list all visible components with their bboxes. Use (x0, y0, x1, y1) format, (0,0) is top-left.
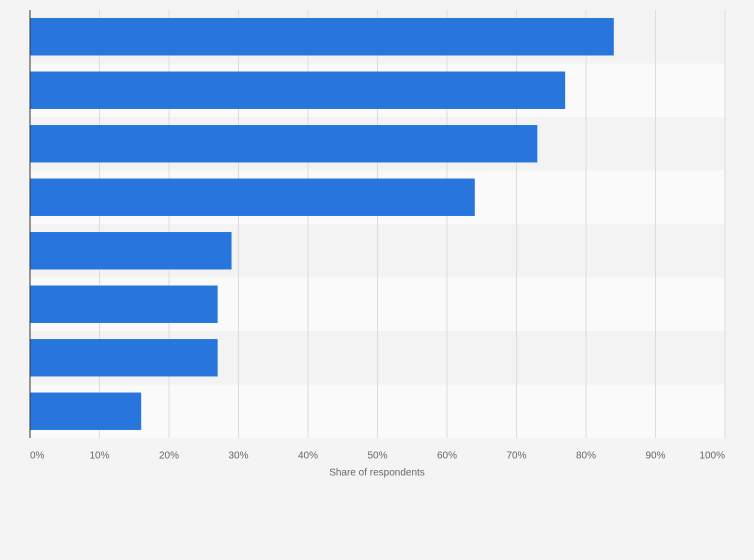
x-tick-label: 40% (298, 451, 318, 462)
bar (30, 178, 475, 216)
bar (30, 71, 566, 109)
x-tick-label: 100% (699, 451, 725, 462)
x-tick-label: 10% (89, 451, 109, 462)
bar (30, 392, 142, 430)
bar (30, 285, 218, 323)
bar (30, 125, 538, 163)
bar (30, 18, 614, 56)
x-axis-label: Share of respondents (329, 468, 425, 479)
x-tick-label: 0% (30, 451, 45, 462)
x-tick-label: 20% (159, 451, 179, 462)
x-tick-label: 80% (576, 451, 596, 462)
bar (30, 339, 218, 377)
x-tick-label: 70% (506, 451, 526, 462)
x-tick-label: 90% (645, 451, 665, 462)
x-tick-label: 50% (367, 451, 387, 462)
x-tick-label: 60% (437, 451, 457, 462)
bar (30, 232, 232, 270)
x-tick-label: 30% (228, 451, 248, 462)
